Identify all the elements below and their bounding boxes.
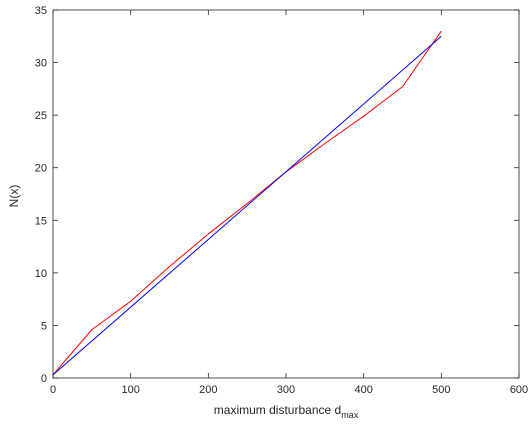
- x-tick-label: 600: [510, 384, 528, 396]
- y-tick-label: 25: [35, 110, 47, 122]
- y-tick-label: 10: [35, 268, 47, 280]
- series-line-2: [52, 35, 442, 376]
- y-tick-label: 0: [41, 373, 47, 385]
- y-axis-ticks: 0 5 10 15 20 25 30 35: [35, 5, 519, 385]
- x-tick-label: 400: [354, 384, 372, 396]
- series-layer: [52, 30, 442, 376]
- y-tick-label: 5: [41, 320, 47, 332]
- y-tick-label: 15: [35, 215, 47, 227]
- y-tick-label: 20: [35, 163, 47, 175]
- x-axis-label: maximum disturbance dmax: [214, 403, 359, 420]
- x-tick-label: 200: [199, 384, 217, 396]
- y-tick-label: 30: [35, 58, 47, 70]
- x-axis-ticks: 0 100 200 300 400 500 600: [50, 10, 528, 396]
- plot-frame: [52, 9, 520, 379]
- plot-area: [52, 9, 520, 379]
- y-axis-label: N(x): [7, 185, 21, 208]
- x-tick-label: 300: [277, 384, 295, 396]
- x-tick-label: 100: [121, 384, 139, 396]
- x-tick-label: 0: [50, 384, 56, 396]
- series-line-1: [52, 30, 442, 376]
- x-tick-label: 500: [432, 384, 450, 396]
- y-tick-label: 35: [35, 5, 47, 17]
